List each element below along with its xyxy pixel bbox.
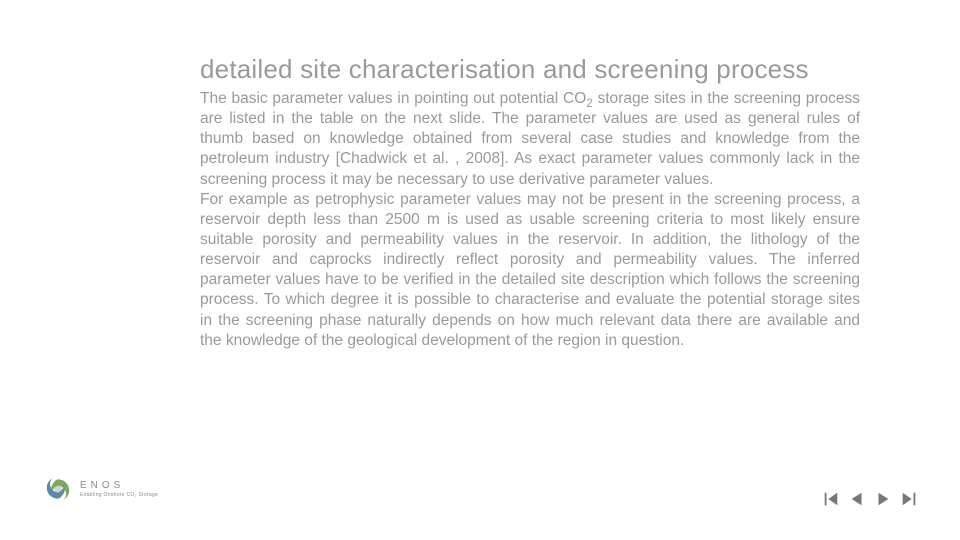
brand-logo: ENOS Enabling Onshore CO₂ Storage [42, 476, 158, 502]
body-paragraph-1: The basic parameter values in pointing o… [200, 89, 860, 190]
nav-next-button[interactable] [872, 488, 894, 510]
slide-title: detailed site characterisation and scree… [200, 54, 860, 85]
skip-back-icon [822, 490, 840, 508]
logo-text-block: ENOS Enabling Onshore CO₂ Storage [80, 481, 158, 498]
play-back-icon [848, 490, 866, 508]
body-paragraph-2: For example as petrophysic parameter val… [200, 190, 860, 351]
play-forward-icon [874, 490, 892, 508]
logo-subtitle: Enabling Onshore CO₂ Storage [80, 492, 158, 498]
para1-pre: The basic parameter values in pointing o… [200, 90, 586, 107]
nav-first-button[interactable] [820, 488, 842, 510]
nav-last-button[interactable] [898, 488, 920, 510]
nav-prev-button[interactable] [846, 488, 868, 510]
slide-nav [820, 488, 920, 510]
logo-text: ENOS [80, 481, 158, 491]
skip-forward-icon [900, 490, 918, 508]
slide-container: detailed site characterisation and scree… [0, 0, 960, 540]
content-area: detailed site characterisation and scree… [200, 54, 860, 351]
logo-mark-icon [42, 476, 74, 502]
